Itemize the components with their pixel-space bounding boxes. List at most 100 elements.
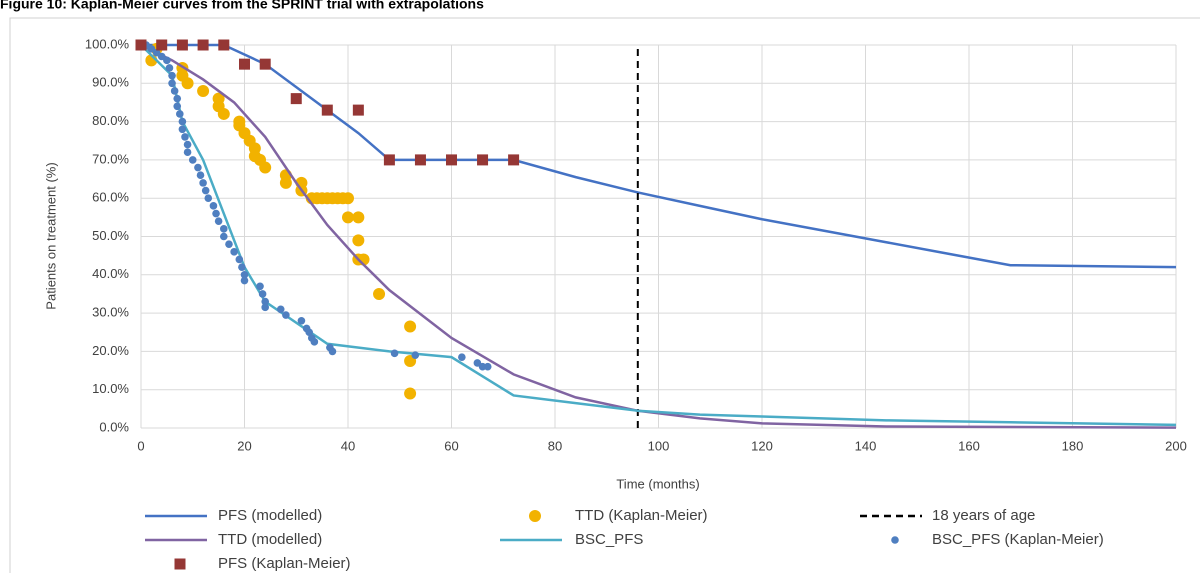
data-point [197, 84, 210, 97]
data-point [199, 179, 207, 187]
data-point [204, 194, 213, 202]
y-tick-label: 100.0% [85, 36, 130, 51]
data-point [508, 154, 520, 166]
data-point [212, 209, 220, 218]
data-point [259, 161, 272, 174]
data-point [220, 225, 228, 233]
y-tick-label: 30.0% [92, 305, 129, 320]
legend-swatch [891, 536, 899, 544]
data-point [178, 125, 187, 134]
data-point [390, 349, 399, 358]
data-point [181, 77, 194, 90]
data-point [258, 290, 267, 298]
data-point [383, 154, 395, 166]
data-point [239, 58, 250, 70]
data-point [163, 56, 171, 65]
legend-label: BSC_PFS (Kaplan-Meier) [932, 531, 1104, 548]
data-point [170, 87, 179, 95]
data-point [352, 104, 364, 116]
data-point [276, 305, 285, 314]
data-point [342, 211, 354, 224]
data-point [156, 39, 168, 51]
data-point [279, 176, 292, 189]
data-point [352, 234, 365, 247]
data-point [411, 351, 420, 360]
x-axis-label: Time (months) [616, 476, 699, 491]
data-point [214, 217, 223, 225]
data-point [342, 192, 354, 205]
x-tick-label: 120 [751, 438, 773, 453]
data-point [282, 311, 290, 319]
y-axis-label: Patients on treatment (%) [43, 162, 58, 309]
data-point [414, 154, 426, 166]
y-tick-label: 40.0% [92, 266, 129, 281]
data-point [240, 271, 249, 279]
data-point [176, 110, 184, 118]
x-tick-label: 200 [1165, 438, 1187, 453]
data-point [152, 48, 161, 57]
data-point [196, 171, 205, 180]
x-tick-label: 140 [855, 438, 877, 453]
legend-swatch [529, 510, 541, 522]
chart-title: Figure 10: Kaplan-Meier curves from the … [0, 0, 484, 12]
data-point [168, 79, 176, 88]
data-point [321, 104, 333, 116]
data-point [217, 107, 230, 120]
x-tick-label: 100 [648, 438, 670, 453]
data-point [218, 39, 230, 51]
data-point [165, 64, 174, 72]
data-point [194, 163, 202, 172]
data-point [157, 52, 166, 61]
x-tick-label: 40 [341, 438, 355, 453]
data-point [181, 133, 189, 141]
y-tick-label: 0.0% [99, 419, 129, 434]
data-point [259, 58, 271, 70]
data-point [473, 359, 482, 367]
data-point [477, 154, 489, 166]
data-point [404, 387, 417, 400]
data-point [305, 328, 313, 337]
data-point [310, 338, 319, 346]
series-line [141, 43, 1177, 269]
data-point [256, 282, 264, 291]
data-point [220, 232, 228, 241]
data-point [290, 93, 302, 105]
data-point [173, 102, 182, 111]
legend-label: BSC_PFS [575, 531, 643, 548]
data-point [352, 211, 365, 224]
x-tick-label: 0 [137, 438, 144, 453]
data-point [261, 297, 270, 306]
legend-swatch [174, 558, 186, 570]
data-point [197, 39, 209, 51]
data-point [297, 316, 306, 325]
series-line [140, 44, 1177, 427]
data-point [176, 39, 188, 51]
x-tick-label: 180 [1062, 438, 1084, 453]
legend-label: TTD (modelled) [218, 531, 322, 548]
data-point [240, 276, 249, 285]
data-point [168, 71, 176, 80]
x-tick-label: 80 [548, 438, 562, 453]
y-tick-label: 10.0% [92, 381, 129, 396]
data-point [183, 140, 192, 149]
data-point [235, 255, 244, 264]
legend-label: PFS (modelled) [218, 507, 322, 524]
data-point [373, 287, 386, 300]
legend-label: 18 years of age [932, 507, 1035, 524]
data-point [225, 240, 233, 248]
chart-frame [9, 17, 1200, 573]
y-tick-label: 60.0% [92, 190, 129, 205]
x-tick-label: 20 [237, 438, 251, 453]
y-tick-label: 70.0% [92, 151, 129, 166]
data-point [173, 94, 182, 103]
data-point [188, 156, 197, 164]
data-point [483, 362, 492, 371]
data-point [209, 202, 218, 210]
data-point [238, 263, 246, 271]
legend-label: PFS (Kaplan-Meier) [218, 555, 351, 572]
data-point [404, 320, 417, 333]
data-point [446, 154, 457, 166]
legend-label: TTD (Kaplan-Meier) [575, 507, 708, 524]
data-point [458, 353, 466, 361]
